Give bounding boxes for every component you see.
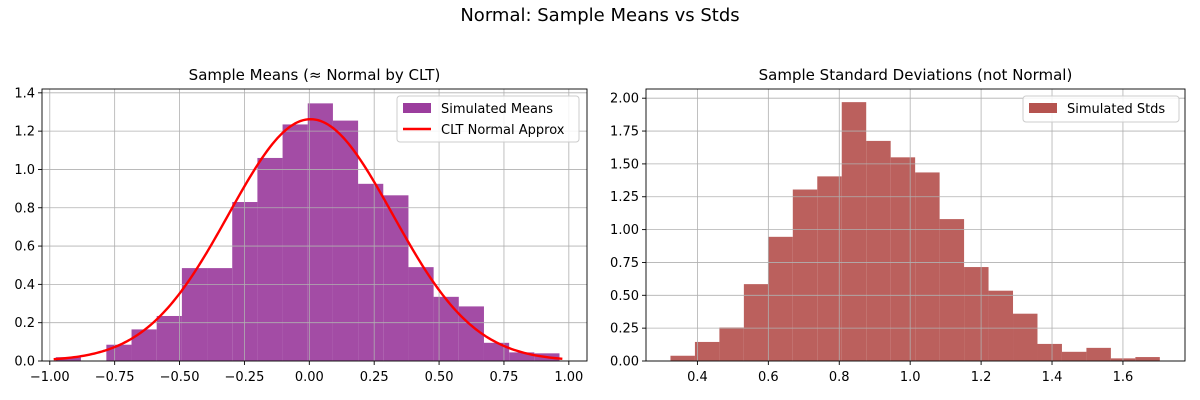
y-tick-label: 0.00 (610, 355, 639, 370)
histogram-bar (866, 140, 891, 361)
chart-panel-2: 0.4 0.6 0.8 1.0 1.2 1.4 1.6 0.00 0.25 0.50 0.75 1.0… (610, 66, 1186, 385)
x-tick-label: −0.50 (160, 370, 200, 385)
y-tick-label: 1.25 (610, 190, 639, 205)
histogram-bar (1013, 313, 1038, 361)
histogram-bar (694, 341, 720, 361)
histogram-bar (106, 344, 132, 361)
chart-title: Sample Means (≈ Normal by CLT) (189, 66, 441, 84)
x-tick-label: −1.00 (30, 370, 70, 385)
histogram-bar (792, 189, 818, 361)
legend: Simulated Means CLT Normal Approx (396, 95, 580, 143)
histogram-bar (1086, 347, 1111, 361)
x-tick-label: 1.00 (554, 370, 583, 385)
histogram-bar (383, 195, 409, 361)
y-tick-label: 1.2 (14, 125, 35, 140)
y-tick-label: 0.4 (14, 278, 35, 293)
x-tick-label: 0.8 (829, 370, 850, 385)
histogram-bar (915, 172, 940, 361)
histogram-bar (964, 267, 989, 361)
legend-label: Simulated Means (441, 102, 553, 117)
x-tick-label: 1.6 (1113, 370, 1134, 385)
legend-box (1022, 95, 1180, 123)
histogram-bar (890, 157, 916, 361)
histogram-bar (181, 268, 208, 361)
y-tick-label: 0.25 (610, 322, 639, 337)
histogram-bar (307, 103, 333, 361)
x-tick-label: 0.50 (425, 370, 454, 385)
y-tick-label: 0.6 (14, 240, 35, 255)
histogram-bar (483, 342, 510, 361)
histogram-bar (719, 327, 744, 361)
histogram-bar (817, 176, 842, 361)
histogram-bar (358, 183, 384, 361)
histogram-bar (939, 219, 965, 361)
y-tick-label: 0.2 (14, 316, 35, 331)
x-tick-label: 1.0 (900, 370, 921, 385)
chart-panel-1: −1.00 −0.75 −0.50 −0.25 0.00 0.25 0.50 0.75 1.00… (14, 66, 588, 385)
x-tick-label: −0.25 (225, 370, 265, 385)
legend-label: Simulated Stds (1067, 102, 1165, 117)
x-tick-label: −0.75 (95, 370, 135, 385)
chart-title: Sample Standard Deviations (not Normal) (759, 66, 1073, 84)
histogram-bar (156, 315, 182, 361)
axes-frame (645, 88, 1186, 362)
histogram-bar (408, 267, 434, 361)
legend-swatch (1029, 103, 1057, 113)
histogram-bar (1135, 357, 1160, 361)
x-tick-label: 0.25 (360, 370, 389, 385)
y-tick-label: 0.8 (14, 201, 35, 216)
histogram-bar (332, 120, 359, 361)
legend-label: CLT Normal Approx (441, 123, 565, 138)
histogram-bar (282, 124, 308, 362)
axes-frame (41, 88, 588, 362)
y-tick-label: 1.4 (14, 86, 35, 101)
histogram-bar (1037, 343, 1062, 361)
histogram-bar (768, 236, 793, 361)
y-tick-label: 2.00 (610, 92, 639, 107)
x-tick-label: 1.2 (971, 370, 992, 385)
x-tick-label: 0.4 (687, 370, 708, 385)
y-tick-label: 0.75 (610, 256, 639, 271)
y-tick-label: 1.75 (610, 125, 639, 140)
x-tick-label: 0.75 (489, 370, 518, 385)
histogram-bar (670, 355, 695, 361)
figure-title: Normal: Sample Means vs Stds (460, 5, 740, 26)
y-tick-label: 1.50 (610, 157, 639, 172)
x-tick-label: 0.6 (758, 370, 779, 385)
histogram-bar (257, 157, 283, 361)
y-tick-label: 0.50 (610, 289, 639, 304)
x-tick-label: 0.00 (295, 370, 324, 385)
y-tick-label: 0.0 (14, 355, 35, 370)
x-tick-label: 1.4 (1042, 370, 1063, 385)
histogram-bar (988, 290, 1014, 361)
histogram-bar (458, 306, 484, 361)
normal-curve-line (53, 117, 563, 361)
histogram-bar (509, 352, 535, 361)
histogram-bar (1061, 351, 1087, 361)
histogram-bar (207, 268, 233, 361)
legend-swatch (403, 103, 431, 113)
histogram-bar (841, 102, 867, 361)
legend: Simulated Stds (1022, 95, 1180, 123)
histogram-bar (433, 296, 459, 361)
histogram-bar (743, 284, 769, 361)
histogram-bar (131, 329, 157, 361)
y-tick-label: 1.0 (14, 163, 35, 178)
y-tick-label: 1.00 (610, 223, 639, 238)
legend-box (396, 95, 580, 143)
